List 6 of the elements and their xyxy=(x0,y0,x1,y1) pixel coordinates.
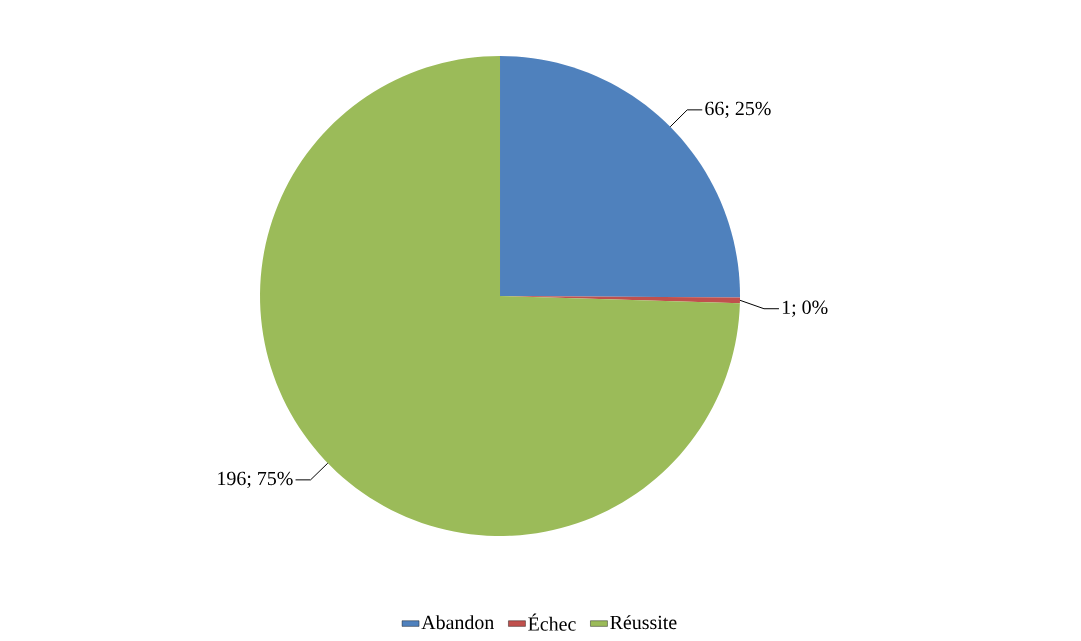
data-label: 196; 75% xyxy=(218,471,293,489)
data-label: 66; 25% xyxy=(705,101,771,119)
data-label: 1; 0% xyxy=(782,300,828,317)
legend-label: Réussite xyxy=(610,615,677,630)
legend-label: Échec xyxy=(528,613,576,631)
legend-label: Abandon xyxy=(421,615,494,630)
